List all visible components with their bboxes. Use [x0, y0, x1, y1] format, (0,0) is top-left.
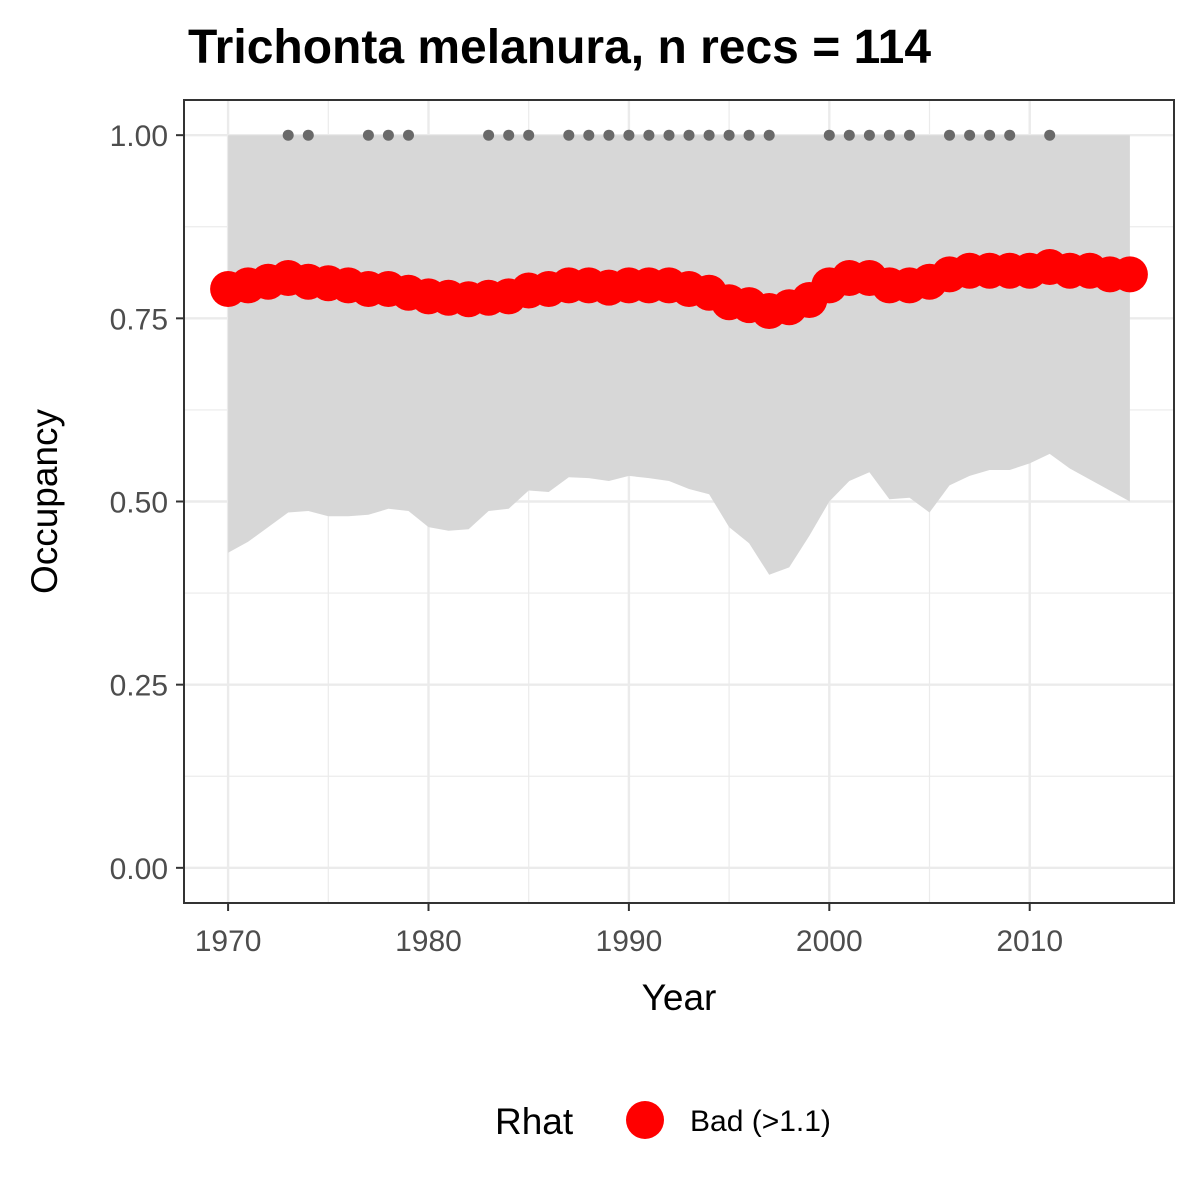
record-point-2004	[904, 129, 915, 141]
record-point-1977	[362, 129, 374, 141]
record-point-1983	[483, 129, 495, 141]
record-point-1973	[282, 129, 294, 141]
x-axis-title: Year	[642, 977, 717, 1018]
record-point-1985	[523, 129, 535, 141]
record-point-1978	[382, 129, 394, 141]
record-point-1974	[302, 129, 314, 141]
record-point-2000	[823, 129, 835, 141]
y-tick-label: 1.00	[110, 120, 168, 153]
record-point-2008	[984, 129, 996, 141]
axes: 1970 1980 1990 2000 2010 0.00 0.25 0.50 0.75 1.00	[110, 120, 1063, 958]
record-point-2003	[883, 129, 895, 141]
legend-key-bad	[626, 1101, 664, 1139]
record-point-1995	[723, 129, 735, 141]
occupancy-series-group	[210, 249, 1148, 329]
record-point-1990	[623, 129, 635, 141]
record-point-2001	[843, 129, 855, 141]
record-point-2011	[1044, 129, 1056, 141]
y-axis-title: Occupancy	[24, 408, 65, 594]
record-point-1994	[703, 129, 715, 141]
record-point-1984	[503, 129, 515, 141]
confidence-ribbon	[228, 135, 1130, 575]
legend-label-bad: Bad (>1.1)	[690, 1105, 831, 1138]
record-point-2009	[1004, 129, 1016, 141]
x-tick-label: 1990	[596, 925, 663, 958]
record-point-1989	[603, 129, 615, 141]
record-point-1992	[663, 129, 675, 141]
record-point-1997	[763, 129, 775, 141]
record-point-2006	[944, 129, 955, 141]
record-point-1991	[643, 129, 655, 141]
record-point-2002	[863, 129, 875, 141]
record-point-1993	[683, 129, 695, 141]
legend-title: Rhat	[495, 1101, 574, 1142]
record-point-2007	[964, 129, 976, 141]
record-point-1987	[563, 129, 575, 141]
x-tick-label: 2000	[796, 925, 863, 958]
record-point-1979	[403, 129, 414, 141]
y-tick-label: 0.75	[110, 303, 168, 336]
record-point-1996	[743, 129, 755, 141]
record-points-group	[282, 129, 1056, 141]
chart-title: Trichonta melanura, n recs = 114	[188, 21, 931, 74]
x-tick-label: 1980	[395, 925, 462, 958]
x-tick-label: 2010	[996, 925, 1063, 958]
y-tick-label: 0.25	[110, 670, 168, 703]
legend: Rhat Bad (>1.1)	[495, 1101, 831, 1142]
y-tick-label: 0.50	[110, 487, 168, 520]
occupancy-point-2015	[1111, 256, 1148, 293]
x-tick-label: 1970	[195, 925, 262, 958]
record-point-1988	[583, 129, 595, 141]
confidence-ribbon-group	[228, 135, 1130, 575]
y-tick-label: 0.00	[110, 853, 168, 886]
